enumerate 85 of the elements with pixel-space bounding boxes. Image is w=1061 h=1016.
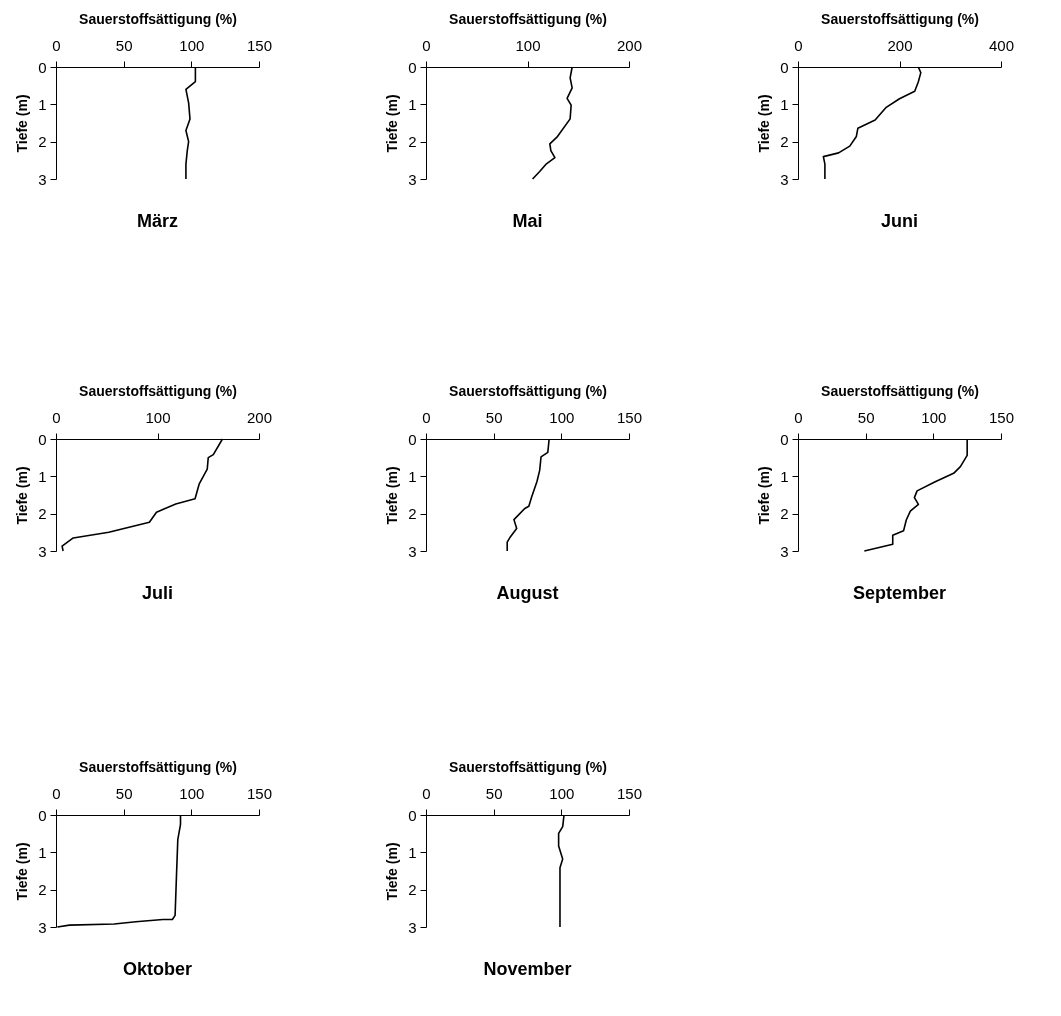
x-tick-label: 0 — [422, 408, 431, 426]
x-tick-label: 150 — [246, 36, 273, 54]
y-tick-label: 0 — [38, 430, 47, 448]
y-tick-label: 1 — [38, 843, 47, 861]
y-tick-label: 2 — [408, 881, 417, 899]
x-tick-label: 50 — [485, 784, 503, 802]
y-tick-label: 1 — [780, 95, 789, 113]
x-tick-label: 0 — [794, 36, 803, 54]
y-tick-label: 1 — [38, 95, 47, 113]
x-tick-label: 100 — [179, 784, 205, 802]
x-tick-label: 0 — [422, 784, 431, 802]
x-tick-label: 200 — [887, 36, 913, 54]
y-tick-label: 3 — [408, 170, 417, 188]
x-tick-label: 150 — [616, 408, 643, 426]
text: Mai — [512, 211, 543, 231]
y-tick-label: 0 — [38, 806, 47, 824]
y-tick-label: 3 — [38, 542, 47, 560]
y-tick-label: 1 — [408, 843, 417, 861]
x-axis-title: Sauerstoffsättigung (%) — [821, 382, 979, 399]
x-tick-label: 100 — [549, 408, 575, 426]
x-axis-title: Sauerstoffsättigung (%) — [821, 10, 979, 27]
x-tick-label: 150 — [616, 784, 643, 802]
text: Oktober — [122, 959, 193, 979]
x-tick-label: 0 — [52, 408, 61, 426]
x-axis-title: Sauerstoffsättigung (%) — [79, 758, 237, 775]
x-tick-label: 200 — [616, 36, 643, 54]
y-axis-title: Tiefe (m) — [384, 94, 401, 153]
x-tick-label: 200 — [246, 408, 273, 426]
y-tick-label: 3 — [780, 542, 789, 560]
text: November — [483, 959, 572, 979]
x-tick-label: 50 — [485, 408, 503, 426]
y-tick-label: 3 — [780, 170, 789, 188]
x-tick-label: 50 — [857, 408, 875, 426]
x-tick-label: 50 — [115, 36, 133, 54]
x-axis-title: Sauerstoffsättigung (%) — [79, 382, 237, 399]
y-tick-label: 0 — [408, 58, 417, 76]
y-tick-label: 3 — [408, 542, 417, 560]
x-tick-label: 100 — [145, 408, 171, 426]
y-tick-label: 3 — [408, 918, 417, 936]
y-tick-label: 2 — [408, 133, 417, 151]
x-tick-label: 50 — [115, 784, 133, 802]
x-tick-label: 100 — [549, 784, 575, 802]
x-tick-label: 150 — [988, 408, 1015, 426]
x-axis-title: Sauerstoffsättigung (%) — [79, 10, 237, 27]
x-tick-label: 0 — [52, 36, 61, 54]
y-tick-label: 0 — [408, 806, 417, 824]
text: August — [496, 583, 559, 603]
text: September — [852, 583, 947, 603]
y-tick-label: 1 — [38, 467, 47, 485]
y-tick-label: 0 — [780, 430, 789, 448]
text: März — [136, 211, 179, 231]
y-tick-label: 0 — [780, 58, 789, 76]
text: Juli — [141, 583, 174, 603]
y-tick-label: 0 — [408, 430, 417, 448]
x-tick-label: 150 — [246, 784, 273, 802]
x-axis-title: Sauerstoffsättigung (%) — [449, 10, 607, 27]
y-tick-label: 2 — [38, 505, 47, 523]
y-axis-title: Tiefe (m) — [384, 842, 401, 901]
y-tick-label: 2 — [780, 133, 789, 151]
text: Juni — [880, 211, 919, 231]
y-tick-label: 3 — [38, 170, 47, 188]
y-tick-label: 0 — [38, 58, 47, 76]
y-tick-label: 1 — [780, 467, 789, 485]
y-axis-title: Tiefe (m) — [756, 466, 773, 525]
y-axis-title: Tiefe (m) — [384, 466, 401, 525]
y-axis-title: Tiefe (m) — [14, 94, 31, 153]
x-axis-title: Sauerstoffsättigung (%) — [449, 758, 607, 775]
y-tick-label: 2 — [38, 133, 47, 151]
y-tick-label: 1 — [408, 467, 417, 485]
x-tick-label: 100 — [179, 36, 205, 54]
x-tick-label: 0 — [794, 408, 803, 426]
x-tick-label: 100 — [515, 36, 541, 54]
y-axis-title: Tiefe (m) — [14, 466, 31, 525]
x-tick-label: 400 — [988, 36, 1015, 54]
x-tick-label: 100 — [921, 408, 947, 426]
y-tick-label: 2 — [38, 881, 47, 899]
x-tick-label: 0 — [52, 784, 61, 802]
y-tick-label: 3 — [38, 918, 47, 936]
x-axis-title: Sauerstoffsättigung (%) — [449, 382, 607, 399]
y-tick-label: 2 — [780, 505, 789, 523]
y-axis-title: Tiefe (m) — [756, 94, 773, 153]
y-tick-label: 1 — [408, 95, 417, 113]
y-axis-title: Tiefe (m) — [14, 842, 31, 901]
y-tick-label: 2 — [408, 505, 417, 523]
x-tick-label: 0 — [422, 36, 431, 54]
